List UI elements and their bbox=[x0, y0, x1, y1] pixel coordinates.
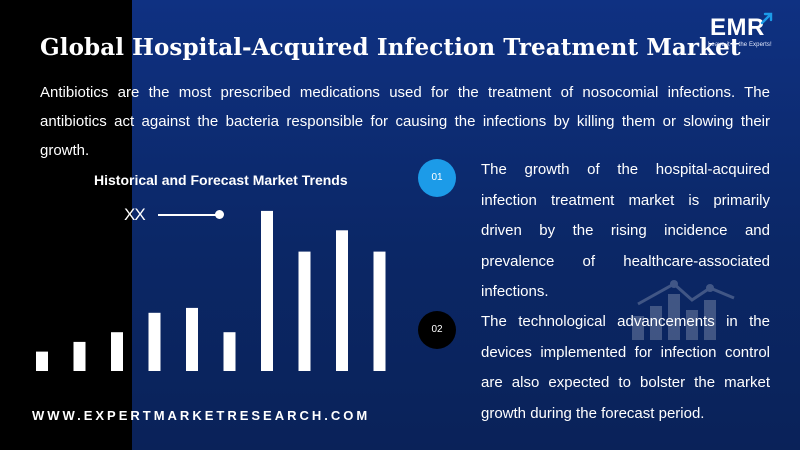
logo-tagline: Leave it to the Experts! bbox=[708, 42, 772, 48]
legend-line bbox=[158, 214, 218, 216]
bar-1 bbox=[36, 351, 48, 371]
emr-logo: EMR Leave it to the Experts! bbox=[706, 12, 792, 54]
point-text-01: The growth of the hospital-acquired infe… bbox=[481, 161, 770, 300]
bar-6 bbox=[223, 332, 236, 371]
page-title: Global Hospital-Acquired Infection Treat… bbox=[40, 34, 741, 61]
left-black-band bbox=[0, 0, 132, 450]
intro-paragraph: Antibiotics are the most prescribed medi… bbox=[40, 84, 770, 159]
bar-8 bbox=[298, 251, 311, 371]
point-text-02: The technological advancements in the de… bbox=[481, 313, 770, 422]
bar-4 bbox=[148, 312, 161, 371]
point-number-badge-01: 01 bbox=[418, 159, 456, 197]
logo-wordmark: EMR bbox=[710, 14, 765, 41]
chart-watermark-icon bbox=[632, 280, 735, 340]
legend-label: XX bbox=[124, 205, 146, 224]
legend-dot bbox=[215, 210, 224, 219]
website-url[interactable]: WWW.EXPERTMARKETRESEARCH.COM bbox=[32, 408, 371, 423]
bar-5 bbox=[186, 307, 198, 371]
bar-2 bbox=[73, 341, 86, 371]
chart-legend: XX bbox=[124, 205, 234, 225]
bar-10 bbox=[373, 251, 386, 371]
bar-9 bbox=[336, 230, 348, 371]
point-number-badge-02: 02 bbox=[418, 311, 456, 349]
bar-3 bbox=[111, 332, 123, 371]
bar-7 bbox=[261, 210, 273, 371]
arrow-up-right-icon bbox=[760, 12, 773, 25]
chart-title: Historical and Forecast Market Trends bbox=[94, 172, 348, 188]
bar-chart bbox=[36, 210, 386, 371]
main-background bbox=[132, 0, 800, 450]
